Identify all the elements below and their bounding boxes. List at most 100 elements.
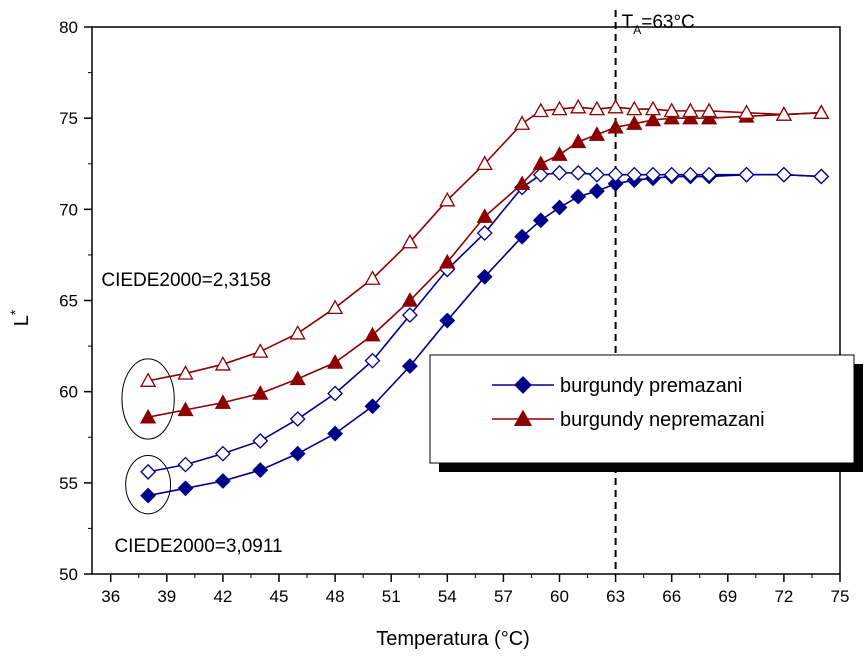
data-point	[813, 168, 830, 185]
data-point	[551, 164, 568, 181]
annotations: CIEDE2000=2,3158 CIEDE2000=3,0911	[101, 270, 282, 557]
data-point	[364, 326, 381, 342]
x-tick-label: 51	[382, 587, 401, 606]
data-point	[588, 126, 606, 141]
data-point	[663, 109, 680, 125]
data-point	[364, 352, 381, 369]
x-axis-label: Temperatura (°C)	[376, 628, 530, 650]
reference-label-main: T	[622, 12, 634, 33]
series-1	[140, 164, 830, 480]
data-point	[252, 462, 269, 478]
x-tick-label: 72	[774, 587, 793, 606]
data-point	[476, 155, 493, 171]
data-point	[252, 385, 269, 400]
data-point	[700, 109, 718, 125]
y-tick-label: 75	[59, 109, 78, 128]
data-point	[532, 155, 549, 171]
data-point	[140, 487, 157, 504]
data-point	[252, 432, 269, 449]
y-axis-label: L*	[7, 309, 33, 326]
data-point	[177, 401, 194, 417]
data-point	[551, 199, 568, 216]
x-tick-label: 54	[438, 587, 457, 606]
data-point	[532, 102, 549, 118]
data-point	[327, 425, 344, 442]
legend: burgundy premazani burgundy nepremazani	[429, 354, 863, 472]
reference-line-label: TA=63°C	[622, 12, 695, 37]
data-point	[401, 358, 418, 375]
data-point	[252, 343, 269, 358]
data-point	[551, 100, 568, 116]
data-point	[626, 166, 643, 183]
data-point	[177, 365, 194, 380]
y-tick-label: 80	[59, 18, 78, 37]
data-point	[682, 102, 699, 118]
legend-label: burgundy nepremazani	[560, 409, 765, 431]
data-point	[139, 408, 157, 424]
data-point	[476, 225, 493, 241]
data-point	[214, 394, 232, 409]
plot-frame	[91, 26, 841, 575]
y-tick-label: 55	[59, 474, 78, 493]
data-point	[513, 409, 533, 427]
data-point	[570, 133, 587, 149]
annotation-text: CIEDE2000=3,0911	[114, 536, 282, 557]
data-point	[513, 115, 531, 130]
data-point	[626, 100, 643, 116]
data-point	[644, 100, 662, 116]
data-point	[439, 312, 456, 329]
data-point	[289, 370, 306, 386]
data-point	[214, 445, 231, 462]
y-tick-label: 65	[59, 292, 78, 311]
data-point	[476, 208, 493, 223]
data-point	[588, 100, 606, 116]
data-point	[214, 473, 231, 489]
x-tick-label: 57	[494, 587, 513, 606]
data-point	[401, 233, 419, 249]
data-point	[326, 299, 344, 315]
data-point	[570, 188, 587, 205]
data-point	[214, 355, 232, 371]
data-point	[289, 445, 306, 462]
x-tick-label: 36	[101, 587, 120, 606]
series-group	[139, 98, 830, 504]
x-tick-label: 63	[606, 587, 625, 606]
data-point	[570, 164, 587, 181]
data-point	[513, 175, 531, 191]
data-point	[738, 104, 755, 119]
data-point	[177, 480, 194, 497]
reference-line-group: TA=63°C	[614, 10, 695, 574]
data-point	[439, 191, 456, 207]
data-point	[626, 115, 643, 130]
x-tick-label: 45	[270, 587, 289, 606]
axes: 36 39 42 45 48 51 54 57 60 63 66 69 72 75 50 55 60 65 70 75…	[59, 18, 849, 606]
data-point	[775, 106, 793, 121]
series-3	[139, 98, 830, 387]
annotation-ellipse	[121, 358, 175, 440]
data-point	[551, 146, 568, 161]
y-axis-label-superscript: *	[7, 309, 23, 315]
data-point	[682, 166, 699, 183]
data-point	[700, 102, 718, 118]
data-point	[570, 98, 587, 114]
data-point	[663, 166, 680, 183]
data-point	[289, 411, 306, 427]
legend-box	[429, 354, 855, 464]
y-axis-label-main: L	[11, 315, 33, 326]
data-point	[289, 324, 306, 340]
y-tick-label: 70	[59, 200, 78, 219]
x-tick-label: 39	[157, 587, 176, 606]
data-point	[326, 354, 344, 369]
annotation-text: CIEDE2000=2,3158	[101, 270, 271, 291]
annotation-ellipses	[121, 358, 175, 515]
data-point	[682, 109, 699, 125]
data-point	[644, 111, 662, 127]
data-point	[813, 104, 830, 119]
legend-label: burgundy premazani	[560, 375, 742, 397]
data-point	[663, 102, 680, 118]
data-point	[514, 376, 532, 394]
data-point	[607, 98, 624, 114]
data-point	[532, 166, 549, 183]
reference-label-value: =63°C	[641, 12, 695, 33]
